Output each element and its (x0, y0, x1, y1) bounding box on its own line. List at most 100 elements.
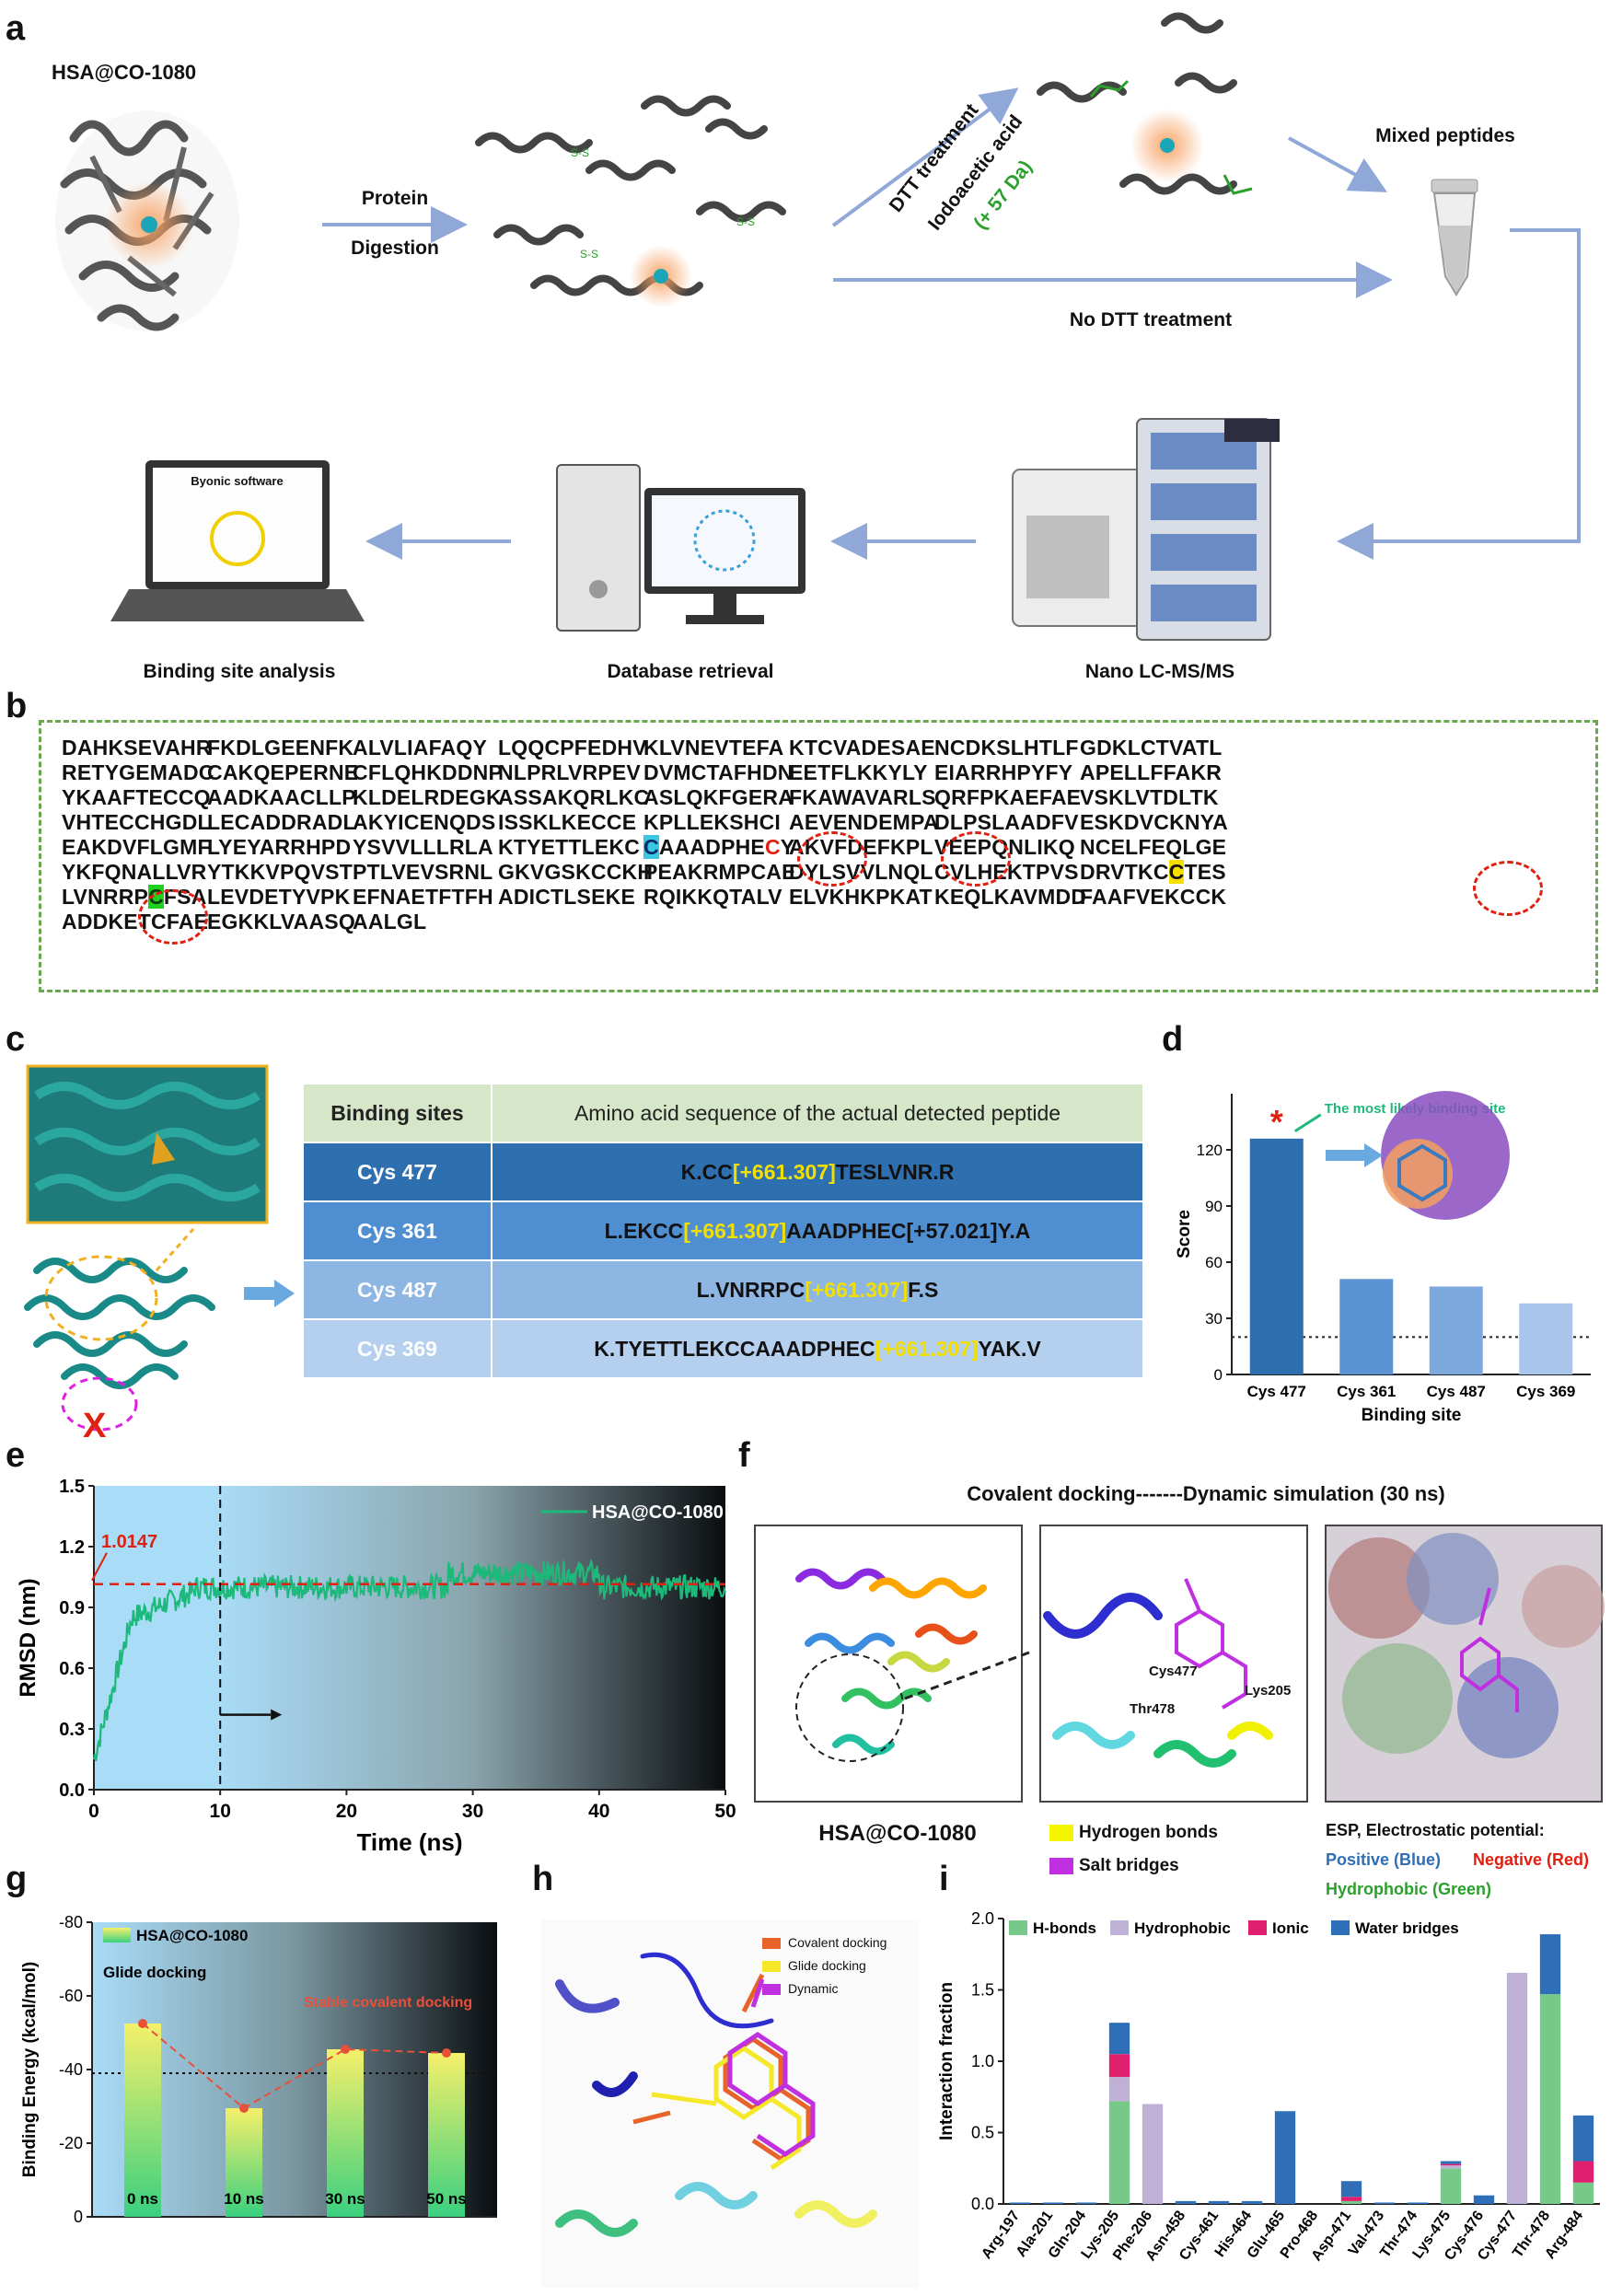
binding-site-cell: Cys 361 (302, 1200, 493, 1261)
stacked-bar-segment (1142, 2104, 1164, 2204)
binding-site-cell: Cys 369 (302, 1318, 493, 1379)
esp-hydrophobic: Hydrophobic (Green) (1326, 1880, 1492, 1898)
legend-salt-bridges: Salt bridges (1049, 1856, 1179, 1876)
esp-negative: Negative (Red) (1473, 1850, 1590, 1869)
legend-swatch (1110, 1920, 1129, 1935)
x-tick-label: 20 (336, 1801, 357, 1822)
sequence-block: FAAFVEKCCK (1080, 885, 1227, 909)
sequence-block: AALGL (353, 910, 427, 933)
y-tick-label: 0.6 (59, 1659, 85, 1679)
salt-swatch (1049, 1857, 1073, 1874)
legend-glide-docking: Glide docking (788, 1958, 866, 1973)
binding-site-cell: Cys 477 (302, 1142, 493, 1202)
y-tick-label: 1.0 (971, 2052, 994, 2070)
sequence-block: DLPSLAADFV (934, 810, 1079, 834)
mass-modification: [+661.307] (805, 1277, 909, 1302)
conjugate-label: HSA@CO-1080 (52, 61, 197, 84)
stacked-bar-segment (1572, 2115, 1594, 2162)
site-circle-cys477 (1473, 861, 1543, 916)
byonic-screen-title: Byonic software (191, 474, 284, 488)
y-tick-label: -80 (59, 1913, 83, 1931)
plot-background (94, 1486, 725, 1790)
reference-label: 1.0147 (101, 1532, 157, 1552)
y-tick-label: 1.5 (59, 1477, 85, 1497)
esp-title: ESP, Electrostatic potential: (1326, 1821, 1545, 1839)
sequence-row: YKAAFTECCQ AADKAACLLP KLDELRDEGK ASSAKQRLKC… (62, 785, 1586, 810)
legend-label: Hydrophobic (1134, 1919, 1231, 1937)
f-conjugate-label: HSA@CO-1080 (818, 1821, 977, 1846)
desktop-computer (556, 464, 806, 632)
stacked-bar-segment (1373, 2202, 1396, 2204)
y-tick-label: 0.9 (59, 1598, 85, 1618)
site-circle-cys361 (797, 831, 867, 887)
workflow-diagram: S-S S-S S-S (55, 12, 1581, 641)
x-tick-label: Cys 477 (1247, 1383, 1306, 1400)
sequence-row: RETYGEMADC CAKQEPERNE CFLQHKDDNP NLPRLVRPEV… (62, 760, 1586, 785)
y-tick-label: -20 (59, 2134, 83, 2152)
residue-lys205: Lys205 (1245, 1683, 1292, 1699)
legend-swatch (1331, 1920, 1350, 1935)
stacked-bar-segment (1506, 1972, 1528, 2204)
stacked-bar-segment (1108, 2077, 1130, 2102)
overlay-structures (541, 1919, 919, 2288)
y-tick-label: 1.2 (59, 1537, 85, 1558)
y-tick-label: 0 (1214, 1366, 1223, 1384)
sequence-row: LVNRRPCFSA LEVDETYVPK EFNAETFTFH ADICTLSEKE… (62, 885, 1586, 910)
sequence-block: NCELFEQLGE (1080, 835, 1227, 859)
y-tick-label: -60 (59, 1987, 83, 2005)
stacked-bar-segment (1175, 2200, 1197, 2204)
binding-sites-table: Binding sites Amino acid sequence of the… (302, 1083, 1144, 1379)
excluded-site-cross: X (83, 1407, 107, 1445)
trend-line (142, 2023, 447, 2110)
sequence-block: RQIKKQTALV (643, 885, 782, 909)
digested-peptides (475, 95, 786, 296)
glide-docking-label: Glide docking (103, 1964, 206, 1981)
annotation-arrow (1293, 1113, 1322, 1133)
bar-cys-477 (1249, 1138, 1304, 1374)
energy-point (239, 2104, 249, 2113)
sequence-block: ASLQKFGERA (643, 785, 794, 809)
docking-title: Covalent docking-------Dynamic simulatio… (967, 1482, 1445, 1505)
y-tick-label: 90 (1205, 1198, 1223, 1215)
sequence-block: ISSKLKECCE (498, 810, 637, 834)
y-tick-label: 0.0 (971, 2195, 994, 2213)
legend-label: HSA@CO-1080 (592, 1502, 724, 1523)
protein-label: Protein (361, 188, 429, 209)
energy-point (442, 2048, 451, 2058)
laptop-byonic (110, 460, 365, 621)
residue-thr478: Thr478 (1130, 1701, 1176, 1717)
stacked-bar-segment (1440, 2161, 1462, 2164)
sequence-block: FKAWAVARLS (789, 785, 936, 809)
y-tick-label: 2.0 (971, 1909, 994, 1928)
y-axis-title: Binding Energy (kcal/mol) (20, 1962, 40, 2177)
co-1080-molecule (141, 216, 157, 233)
sequence-block: AKYICENQDS (353, 810, 496, 834)
sequence-block: KTYETTLEKC (498, 835, 641, 859)
sequence-block: LYEYARRHPD (207, 835, 352, 859)
sequence-block: DAHKSEVAHR (62, 736, 212, 760)
stacked-bar-segment (1539, 1994, 1561, 2204)
step-nano-lc-ms: Nano LC-MS/MS (1084, 661, 1235, 682)
residue-cys477: Cys477 (1149, 1664, 1198, 1679)
binding-site-row: Cys 487 L.VNRRPC[+661.307]F.S (302, 1259, 1144, 1320)
x-tick-label: 30 ns (325, 2190, 365, 2208)
col-detected-peptide: Amino acid sequence of the actual detect… (491, 1083, 1144, 1143)
sequence-block: YTKKVPQVST (207, 860, 353, 884)
sequence-block: PTLVEVSRNL (353, 860, 493, 884)
panel-letter-a: a (6, 9, 26, 48)
sequence-block: AEVENDEMPA (789, 810, 939, 834)
legend-covalent-docking: Covalent docking (788, 1935, 887, 1950)
legend-label: Ionic (1272, 1919, 1309, 1937)
sequence-block: EAKDVFLGMF (62, 835, 211, 859)
energy-bar (226, 2108, 262, 2217)
panel-letter-b: b (6, 687, 28, 725)
y-tick-label: 60 (1205, 1254, 1223, 1271)
legend-swatch (1248, 1920, 1267, 1935)
sequence-row: ADDKETCFAE EGKKLVAASQ AALGL (62, 910, 1586, 934)
sequence-block: YKAAFTECCQ (62, 785, 211, 809)
legend-label: HSA@CO-1080 (136, 1927, 248, 1944)
stacked-bar-segment (1108, 2101, 1130, 2204)
sequence-block: KTCVADESAE (789, 736, 935, 760)
to-lcms-arrow (1337, 228, 1581, 560)
sequence-block: LEVDETYVPK (207, 885, 351, 909)
